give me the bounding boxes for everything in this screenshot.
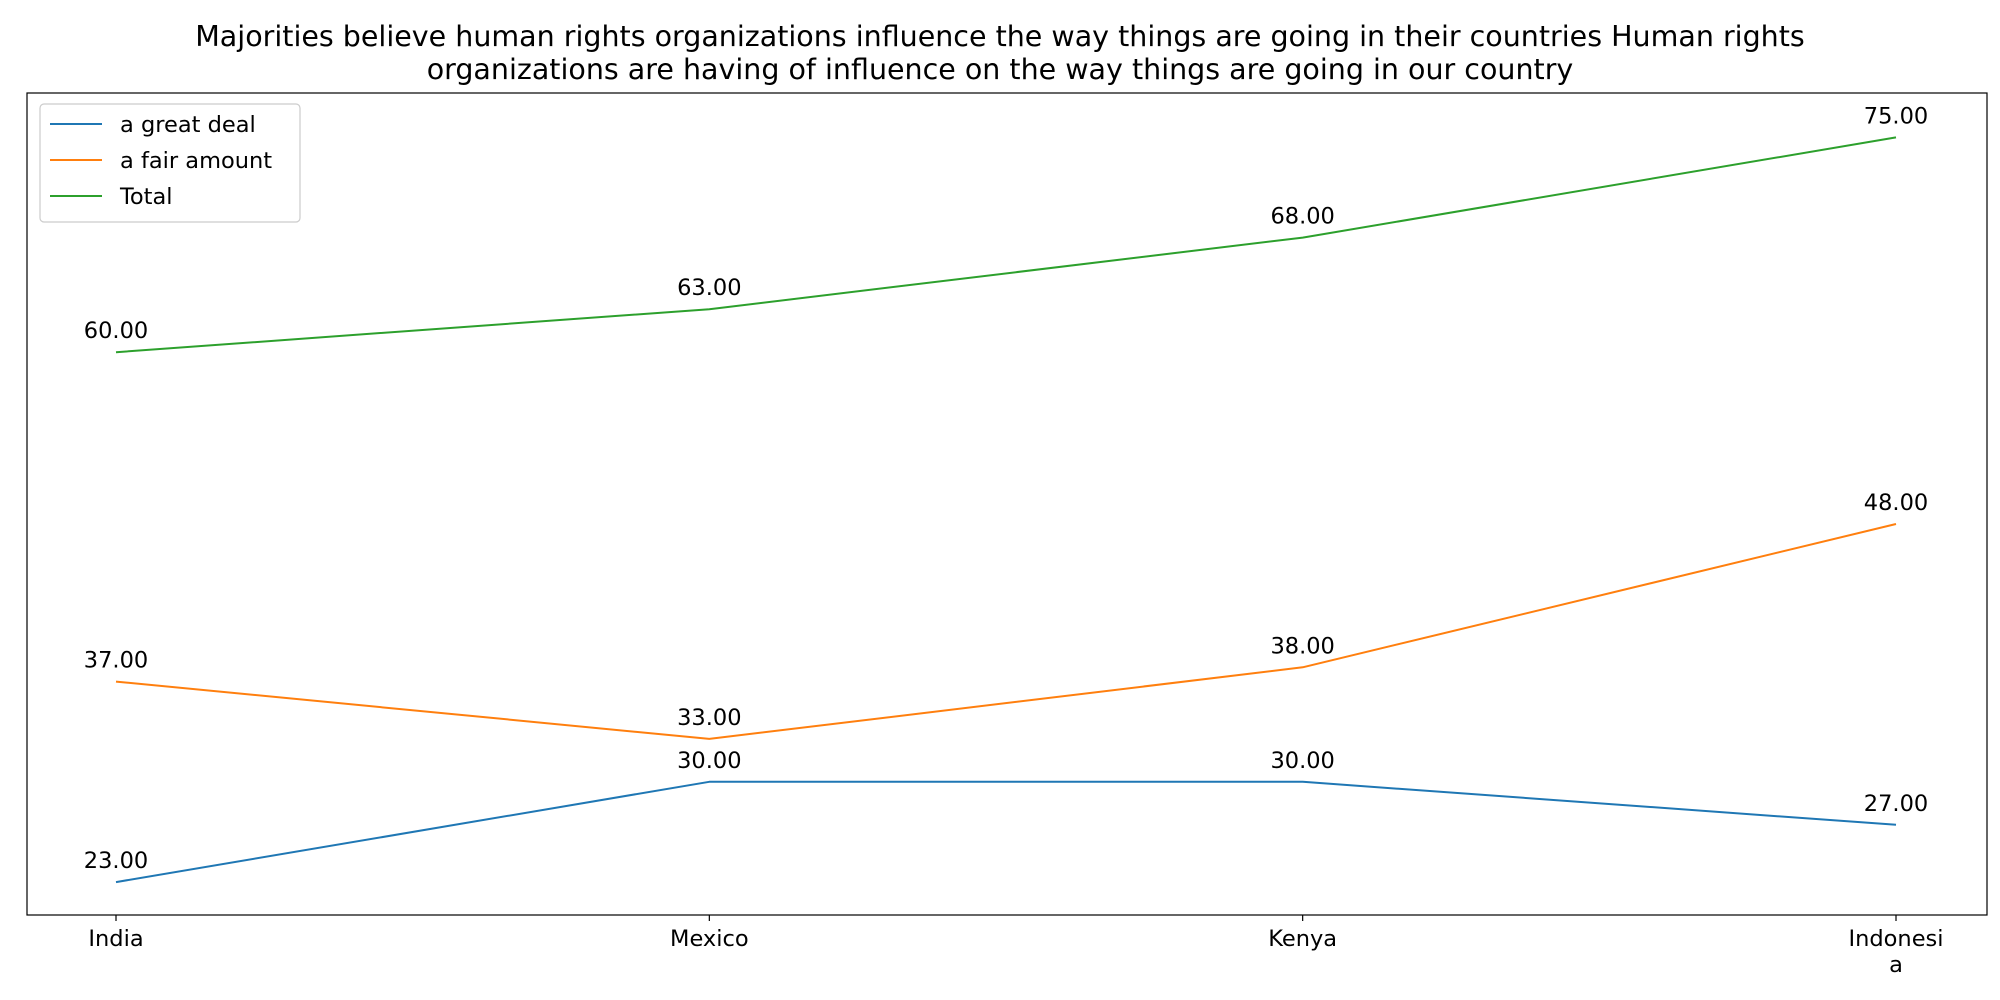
data-labels: 23.00 30.00 30.00 27.00 37.00 33.00 38.00 48.00… — [84, 103, 1928, 874]
x-tick-label: India — [88, 926, 143, 952]
series-line-2 — [115, 136, 1897, 354]
x-tick-label: Indonesi a — [1848, 926, 1943, 978]
chart-title: Majorities believe human rights organiza… — [0, 20, 2000, 86]
data-label: 60.00 — [84, 318, 148, 344]
legend-frame — [39, 103, 301, 223]
chart-title-line-2: organizations are having of influence on… — [426, 53, 1574, 86]
legend: a great deal a fair amount Total — [39, 103, 301, 223]
legend-label: a great deal — [120, 112, 256, 138]
data-label: 38.00 — [1270, 633, 1334, 659]
data-label: 30.00 — [1270, 748, 1334, 774]
data-label: 27.00 — [1864, 791, 1928, 817]
plot-area-frame — [26, 92, 1988, 916]
series-layer — [115, 136, 1897, 884]
series-line-1 — [115, 523, 1897, 740]
data-label: 33.00 — [677, 705, 741, 731]
legend-label: a fair amount — [120, 148, 272, 174]
x-tick-label: Kenya — [1268, 926, 1337, 952]
data-label: 37.00 — [84, 648, 148, 674]
data-label: 23.00 — [84, 848, 148, 874]
data-label: 75.00 — [1864, 103, 1928, 129]
legend-label: Total — [119, 184, 173, 210]
x-axis: India Mexico Kenya Indonesi a — [88, 915, 1944, 978]
x-tick-label: Mexico — [670, 926, 749, 952]
data-label: 63.00 — [677, 275, 741, 301]
chart-title-line-1: Majorities believe human rights organiza… — [195, 20, 1805, 53]
series-line-0 — [115, 780, 1897, 884]
data-label: 30.00 — [677, 748, 741, 774]
data-label: 68.00 — [1270, 204, 1334, 230]
data-label: 48.00 — [1864, 490, 1928, 516]
